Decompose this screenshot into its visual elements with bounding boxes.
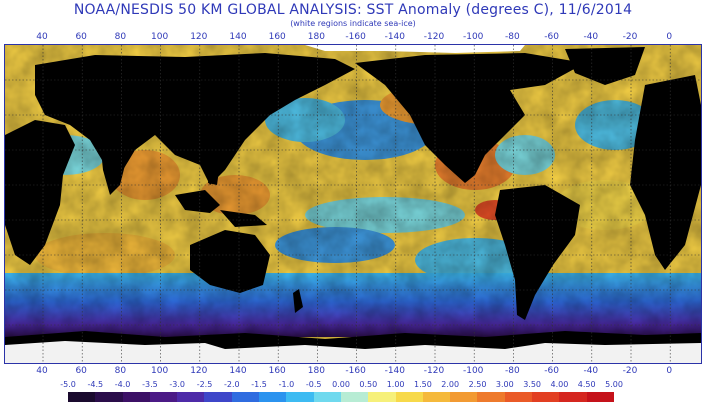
legend-label: 4.00 <box>550 380 569 389</box>
legend-label: -1.5 <box>251 380 267 389</box>
western-europe-africa-landmass <box>630 75 701 270</box>
longitude-tick-label: 40 <box>36 366 48 376</box>
longitude-tick-label: 120 <box>190 32 208 42</box>
longitude-tick-label: -140 <box>384 366 406 376</box>
north-america-landmass <box>355 53 585 183</box>
legend-swatch <box>95 392 123 402</box>
longitude-tick-label: -40 <box>583 366 599 376</box>
southeast-asia-islands <box>208 160 220 185</box>
sst-anomaly-map <box>4 44 702 364</box>
legend-swatch <box>422 392 451 402</box>
legend-swatch <box>286 392 314 402</box>
longitude-tick-label: -20 <box>622 366 638 376</box>
legend-swatch <box>122 392 150 402</box>
longitude-tick-label: 140 <box>229 32 247 42</box>
legend-label: -3.5 <box>142 380 158 389</box>
legend-label: 1.00 <box>386 380 405 389</box>
longitude-tick-label: 60 <box>75 32 87 42</box>
legend-swatch <box>450 392 478 402</box>
legend-swatch <box>204 392 232 402</box>
longitude-tick-label: -40 <box>583 32 599 42</box>
southeast-asia-islands <box>175 190 220 213</box>
longitude-tick-label: 100 <box>151 366 169 376</box>
india-landmass <box>100 140 130 195</box>
longitude-tick-label: 80 <box>114 32 127 42</box>
color-legend: -5.0 -4.5 -4.0 -3.5 -3.0 -2.5 -2.0 -1.5 -1.0 -0.5… <box>60 380 623 404</box>
longitude-tick-label: -100 <box>462 32 484 42</box>
legend-swatch <box>504 392 533 402</box>
legend-label: 1.50 <box>413 380 432 389</box>
longitude-tick-label: -20 <box>622 32 638 42</box>
legend-label: 3.50 <box>523 380 541 389</box>
legend-label: -3.0 <box>169 380 185 389</box>
legend-swatch <box>68 392 96 402</box>
longitude-tick-label: 160 <box>268 32 286 42</box>
legend-swatch <box>177 392 205 402</box>
longitude-tick-label: 160 <box>268 366 286 376</box>
map-subtitle: (white regions indicate sea-ice) <box>290 19 416 28</box>
longitude-tick-label: 0 <box>666 366 673 376</box>
legend-label: -1.0 <box>278 380 295 389</box>
legend-label: 5.00 <box>605 380 623 389</box>
legend-label: -4.0 <box>114 380 131 389</box>
legend-label: 0.00 <box>332 380 350 389</box>
legend-swatch <box>340 392 369 402</box>
legend-swatch <box>313 392 341 402</box>
longitude-tick-label: 180 <box>307 366 325 376</box>
lat-lon-grid <box>5 45 701 363</box>
legend-label: -2.0 <box>223 380 240 389</box>
land-masses <box>5 47 701 320</box>
longitude-tick-label: -60 <box>544 366 559 376</box>
longitude-axis-top: 40 60 80 100 120 140 160 180 -160 -140 -120 -100 -80… <box>0 32 706 44</box>
longitude-tick-label: -140 <box>384 32 406 42</box>
longitude-tick-label: -160 <box>345 366 366 376</box>
new-zealand-landmass <box>293 289 303 313</box>
map-title: NOAA/NESDIS 50 KM GLOBAL ANALYSIS: SST A… <box>73 2 633 18</box>
legend-swatch <box>477 392 505 402</box>
longitude-tick-label: 100 <box>151 32 169 42</box>
legend-swatch <box>532 392 560 402</box>
legend-swatch <box>149 392 178 402</box>
arctic-sea-ice <box>305 45 525 53</box>
longitude-tick-label: 0 <box>666 32 673 42</box>
southeast-asia-islands <box>220 210 267 227</box>
longitude-tick-label: 180 <box>307 32 325 42</box>
legend-label: 4.50 <box>577 380 596 389</box>
longitude-tick-label: 40 <box>36 32 48 42</box>
legend-label: -4.5 <box>87 380 104 389</box>
africa-landmass <box>5 120 75 265</box>
longitude-tick-label: 120 <box>190 366 208 376</box>
longitude-axis-bottom: 40 60 80 100 120 140 160 180 -160 -140 -120 -100 -80… <box>0 366 706 378</box>
legend-label: 3.00 <box>495 380 514 389</box>
australia-landmass <box>190 230 270 293</box>
legend-label: 2.00 <box>441 380 460 389</box>
legend-swatch <box>559 392 587 402</box>
legend-label: -5.0 <box>60 380 76 389</box>
south-america-landmass <box>495 185 580 320</box>
longitude-tick-label: -80 <box>505 366 520 376</box>
antarctic-sea-ice <box>5 341 701 363</box>
legend-label: 2.50 <box>468 380 487 389</box>
longitude-tick-label: 60 <box>75 366 87 376</box>
greenland-landmass <box>565 47 645 85</box>
longitude-tick-label: -80 <box>505 32 520 42</box>
longitude-tick-label: -120 <box>423 366 445 376</box>
legend-color-bar <box>68 392 614 402</box>
longitude-tick-label: -120 <box>423 32 445 42</box>
legend-label: -2.5 <box>196 380 213 389</box>
longitude-tick-label: -100 <box>462 366 484 376</box>
legend-swatch <box>368 392 396 402</box>
longitude-tick-label: -160 <box>345 32 366 42</box>
legend-swatch <box>259 392 287 402</box>
legend-swatch <box>586 392 614 402</box>
longitude-tick-label: -60 <box>544 32 559 42</box>
longitude-tick-label: 140 <box>229 366 247 376</box>
legend-swatch <box>231 392 260 402</box>
legend-swatch <box>395 392 423 402</box>
legend-label: -0.5 <box>305 380 322 389</box>
longitude-tick-label: 80 <box>114 366 127 376</box>
map-canvas <box>5 45 701 363</box>
legend-label: 0.50 <box>359 380 378 389</box>
